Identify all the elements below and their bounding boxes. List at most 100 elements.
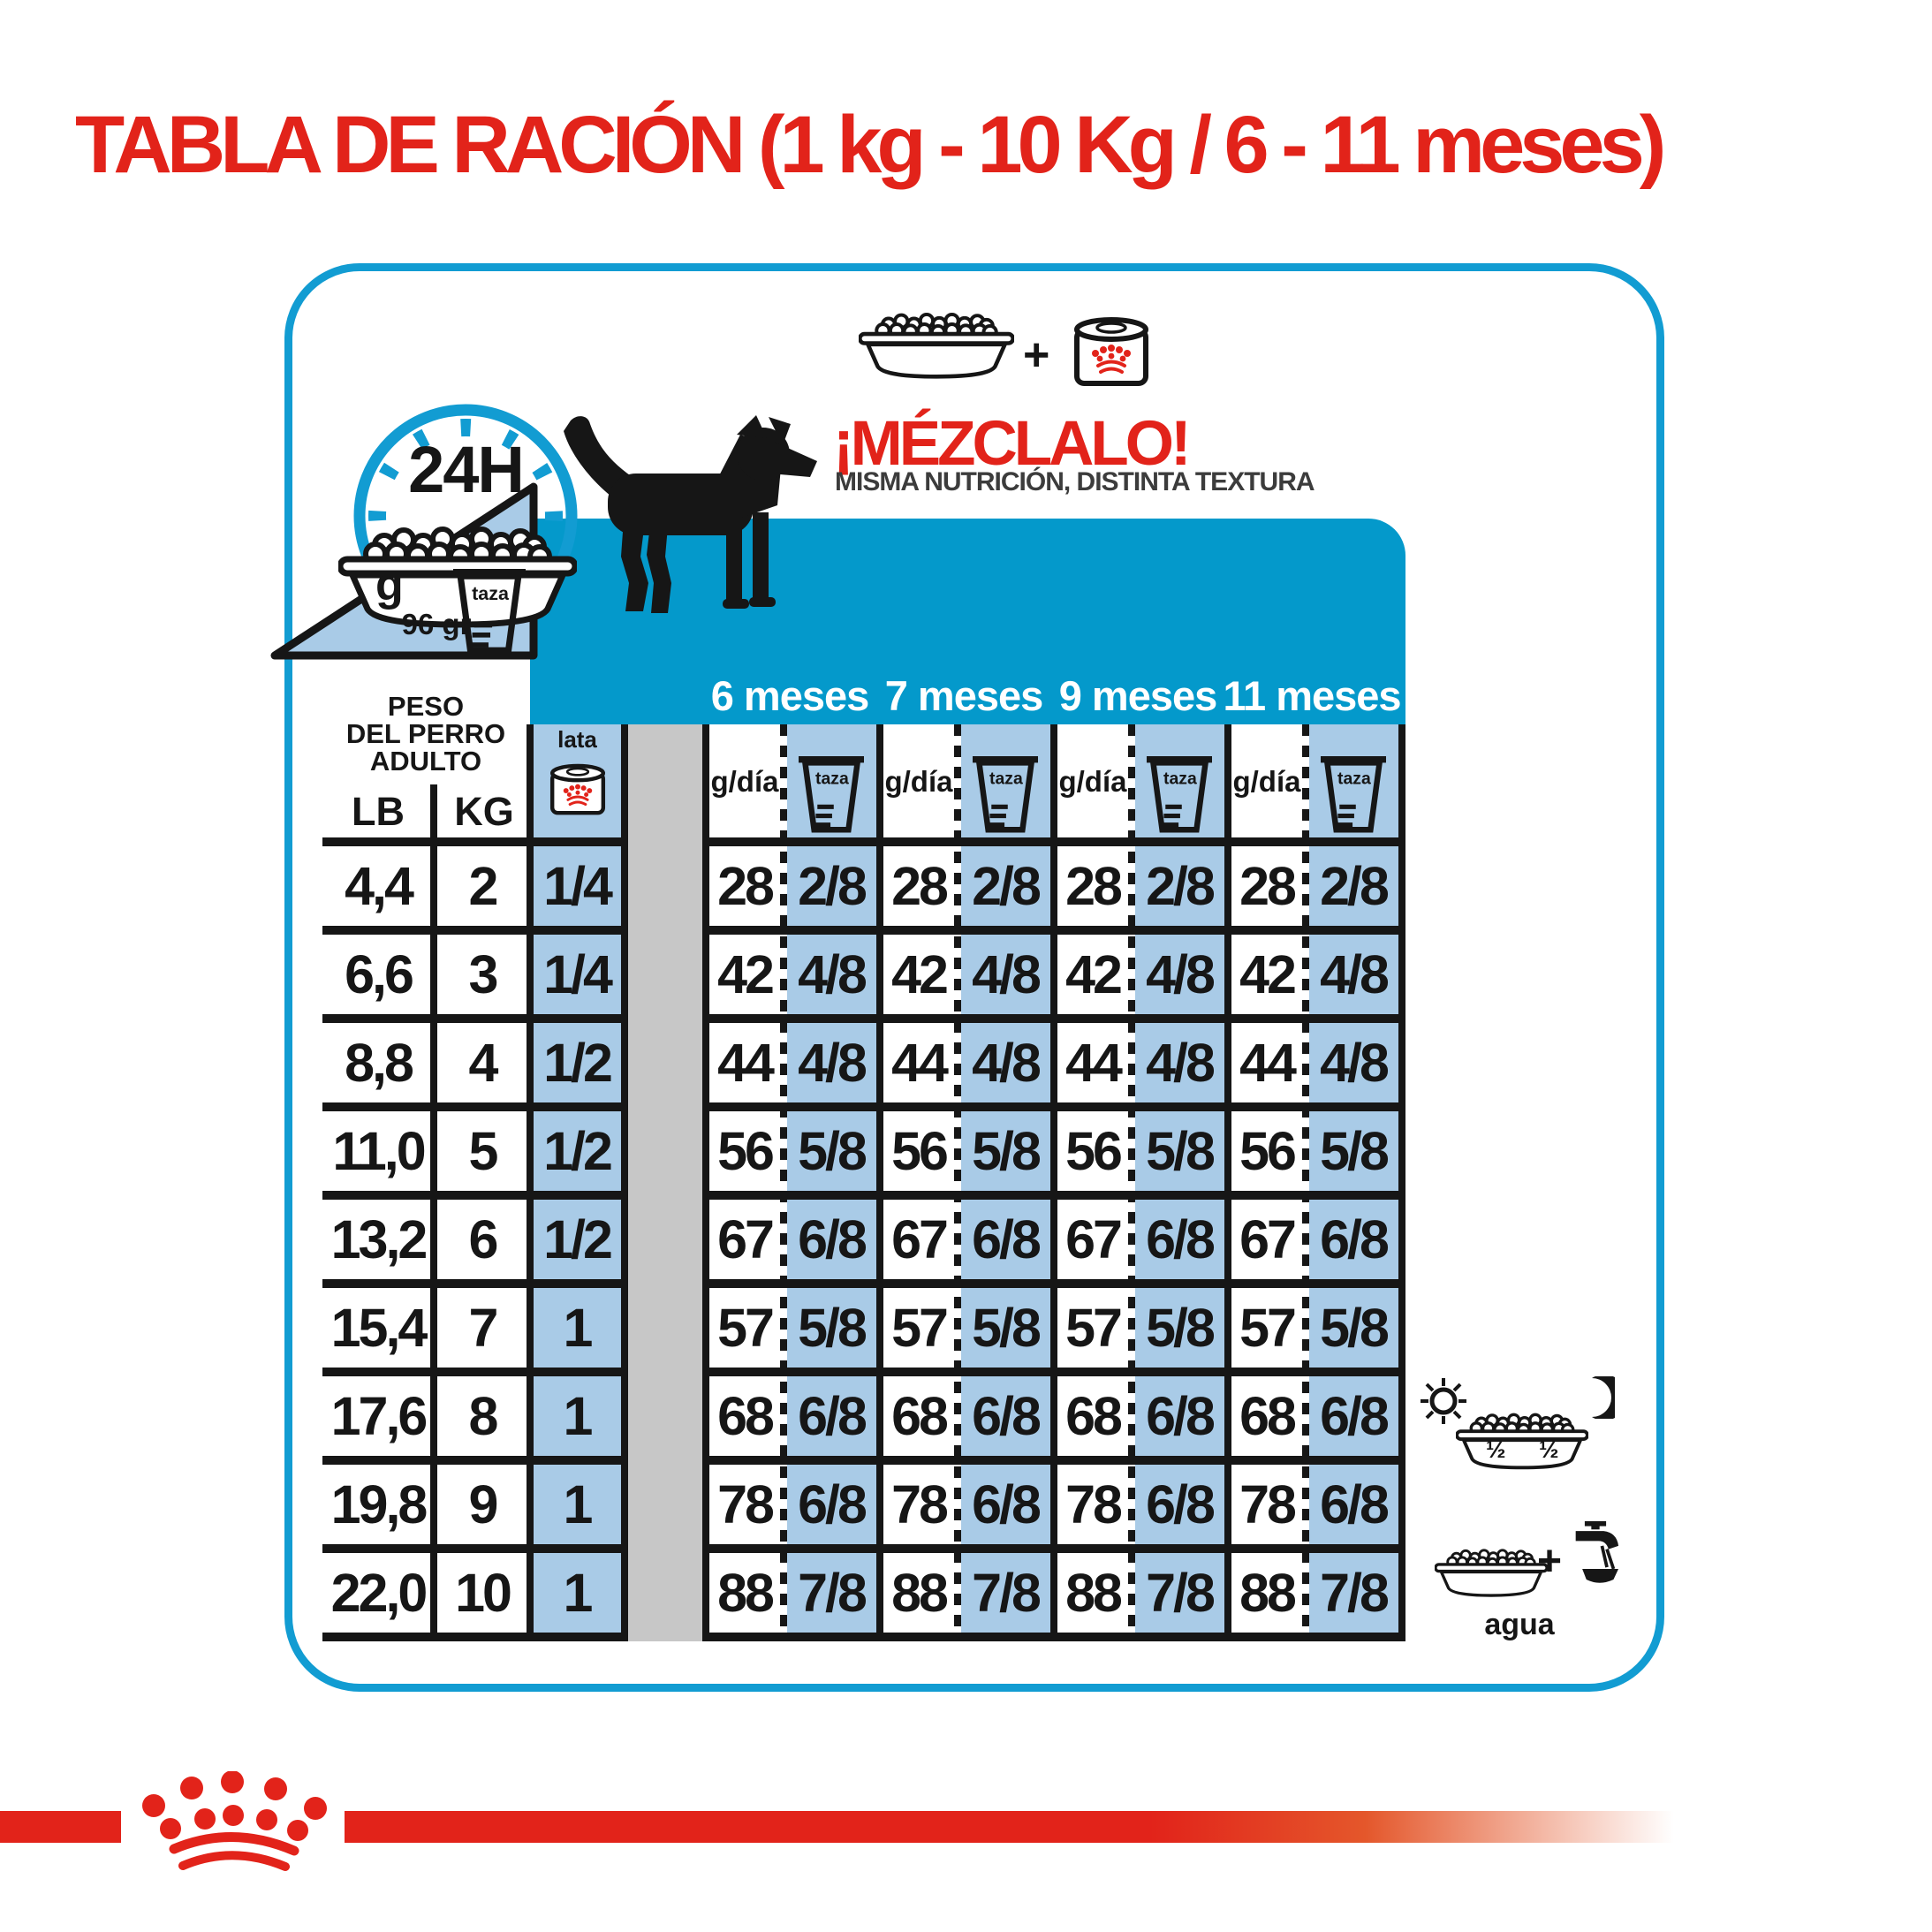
row-line [702, 1544, 1405, 1553]
cell-lb-row8: 22,0 [330, 1563, 428, 1623]
table-border [1398, 724, 1405, 1641]
dotted-divider [1128, 724, 1135, 1641]
cell-kg-row3: 5 [468, 1121, 499, 1181]
plus-sign: + [1537, 1538, 1563, 1585]
cell-gday-m0-row1: 42 [717, 944, 775, 1004]
cell-cup-m0-row5: 5/8 [798, 1298, 868, 1358]
day-night-bowl-icon [1455, 1412, 1589, 1474]
gray-spacer-column [628, 724, 702, 1641]
cell-gday-m3-row5: 57 [1239, 1298, 1297, 1358]
row-line [322, 837, 628, 846]
measuring-cup-icon: taza [453, 569, 526, 660]
cell-lb-row5: 15,4 [330, 1298, 428, 1358]
cell-cup-m2-row6: 6/8 [1146, 1386, 1216, 1446]
cell-kg-row2: 4 [468, 1033, 499, 1093]
row-line [322, 1544, 628, 1553]
month-header-7: 7 meses [884, 672, 1044, 719]
cell-gday-m3-row2: 44 [1239, 1033, 1297, 1093]
row-line [702, 837, 1405, 846]
cell-kg-row4: 6 [468, 1209, 499, 1269]
dotted-divider [1302, 724, 1309, 1641]
cell-cup-m2-row3: 5/8 [1146, 1121, 1216, 1181]
water-label: agua [1484, 1608, 1555, 1641]
cell-gday-m2-row8: 88 [1065, 1563, 1123, 1623]
wet-food-can-icon [548, 763, 608, 822]
cell-gday-m0-row3: 56 [717, 1121, 775, 1181]
table-border [1224, 724, 1231, 1641]
cell-cup-m2-row4: 6/8 [1146, 1209, 1216, 1269]
cell-kg-row7: 9 [468, 1474, 499, 1534]
row-line [322, 1014, 628, 1023]
row-line [702, 1456, 1405, 1465]
cell-gday-m3-row4: 67 [1239, 1209, 1297, 1269]
cell-kg-row0: 2 [468, 856, 499, 916]
cell-cup-m1-row1: 4/8 [972, 944, 1042, 1004]
cell-can-row1: 1/4 [543, 944, 613, 1004]
gday-header-11: g/día [1232, 765, 1301, 798]
month-header-6: 6 meses [710, 672, 870, 719]
cell-cup-m2-row5: 5/8 [1146, 1298, 1216, 1358]
cell-gday-m1-row1: 42 [891, 944, 949, 1004]
cell-gday-m2-row5: 57 [1065, 1298, 1123, 1358]
cell-cup-m3-row1: 4/8 [1320, 944, 1390, 1004]
measuring-cup-icon: taza [799, 756, 864, 839]
row-line [702, 926, 1405, 935]
plus-sign: + [1023, 330, 1050, 381]
cup-label: taza [1163, 769, 1197, 788]
cell-cup-m3-row3: 5/8 [1320, 1121, 1390, 1181]
row-line [322, 1633, 628, 1641]
cell-gday-m3-row7: 78 [1239, 1474, 1297, 1534]
dog-silhouette [555, 413, 820, 625]
measuring-cup-icon: taza [973, 756, 1038, 839]
cell-gday-m0-row7: 78 [717, 1474, 775, 1534]
months-header-band [530, 519, 1405, 724]
water-tap-icon [1571, 1521, 1620, 1596]
gday-header-7: g/día [884, 765, 953, 798]
half-morning-label: ½ [1486, 1436, 1506, 1463]
cell-gday-m1-row4: 67 [891, 1209, 949, 1269]
cup-column-background [1135, 724, 1224, 1641]
cell-cup-m2-row1: 4/8 [1146, 944, 1216, 1004]
cell-cup-m1-row8: 7/8 [972, 1563, 1042, 1623]
table-border [702, 724, 709, 1641]
cell-cup-m0-row0: 2/8 [798, 856, 868, 916]
lb-header: LB [352, 789, 405, 834]
brand-stripe-right [345, 1811, 1687, 1843]
cell-kg-row5: 7 [468, 1298, 499, 1358]
cell-cup-m1-row2: 4/8 [972, 1033, 1042, 1093]
kibble-bowl-icon [858, 311, 1015, 383]
cell-gday-m0-row0: 28 [717, 856, 775, 916]
weight-header-line1: PESO [387, 691, 465, 722]
cell-gday-m2-row3: 56 [1065, 1121, 1123, 1181]
dotted-divider [780, 724, 787, 1641]
cell-cup-m0-row2: 4/8 [798, 1033, 868, 1093]
row-line [322, 1279, 628, 1288]
table-border [621, 724, 628, 1641]
sun-icon [1419, 1376, 1468, 1430]
cell-gday-m3-row1: 42 [1239, 944, 1297, 1004]
cell-cup-m2-row7: 6/8 [1146, 1474, 1216, 1534]
half-evening-label: ½ [1539, 1436, 1559, 1463]
row-line [702, 1191, 1405, 1200]
cell-cup-m0-row8: 7/8 [798, 1563, 868, 1623]
cell-cup-m3-row8: 7/8 [1320, 1563, 1390, 1623]
cell-gday-m3-row8: 88 [1239, 1563, 1297, 1623]
cell-gday-m3-row3: 56 [1239, 1121, 1297, 1181]
row-line [322, 1456, 628, 1465]
cell-can-row8: 1 [563, 1563, 594, 1623]
cell-gday-m1-row7: 78 [891, 1474, 949, 1534]
cell-cup-m0-row3: 5/8 [798, 1121, 868, 1181]
cell-cup-m1-row7: 6/8 [972, 1474, 1042, 1534]
row-line [702, 1102, 1405, 1111]
cell-gday-m2-row2: 44 [1065, 1033, 1123, 1093]
cup-label: taza [989, 769, 1023, 788]
clock-24h-label: 24H [408, 433, 523, 506]
cell-lb-row3: 11,0 [332, 1121, 426, 1181]
royal-canin-crown-logo [133, 1770, 345, 1882]
cell-lb-row6: 17,6 [330, 1386, 428, 1446]
cell-gday-m2-row4: 67 [1065, 1209, 1123, 1269]
cup-label: taza [1337, 769, 1371, 788]
cell-gday-m1-row3: 56 [891, 1121, 949, 1181]
kg-header: KG [454, 789, 514, 834]
